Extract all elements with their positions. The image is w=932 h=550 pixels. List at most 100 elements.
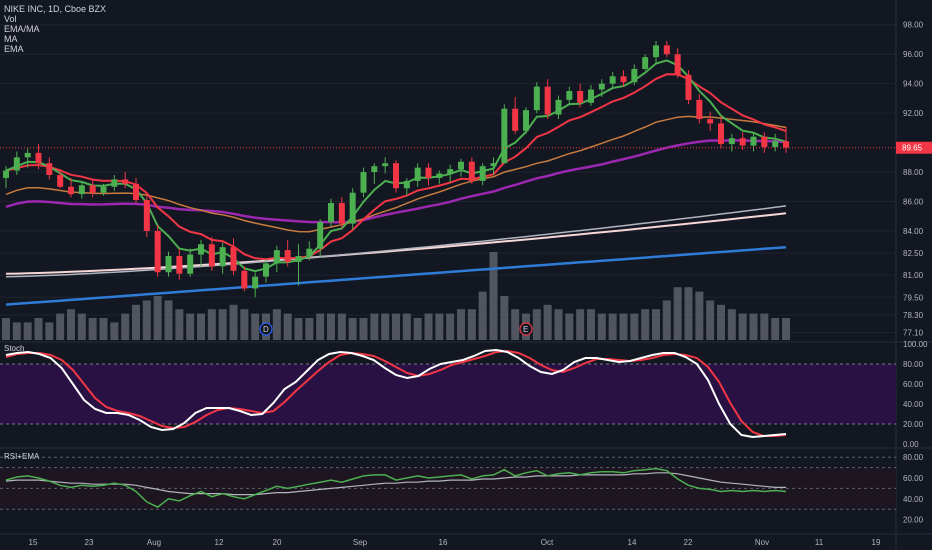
current-price-label: 89.65 [902,144,923,153]
volume-bar [77,313,86,340]
candle-body [425,167,432,178]
candle-body [523,110,529,131]
candle-body [718,123,724,145]
candle-body [165,256,172,273]
volume-bar [142,300,151,340]
volume-bar [543,304,552,340]
legend-ma[interactable]: MA [4,34,18,44]
candle-body [230,247,237,271]
price-tick-label: 96.00 [903,50,924,59]
volume-bar [695,291,704,340]
volume-bar [576,309,585,340]
time-tick-label: Sep [353,538,368,547]
volume-bar [12,322,21,340]
volume-bar [316,313,325,340]
price-tick-label: 86.00 [903,198,924,207]
volume-bar [565,313,574,340]
candle-body [479,166,486,181]
candle-body [783,141,789,148]
legend-ema-ma[interactable]: EMA/MA [4,24,40,34]
price-tick-label: 84.00 [903,227,924,236]
time-tick-label: 12 [215,538,224,547]
rsi-tick-label: 80.00 [903,453,924,462]
stoch-band [0,364,896,424]
candle-body [533,86,540,111]
volume-bar [554,309,563,340]
volume-bar [597,313,606,340]
volume-bar [760,313,769,340]
candle-body [728,138,735,145]
volume-bar [99,318,108,340]
candle-body [143,200,150,231]
price-tick-label: 78.30 [903,311,924,320]
volume-bar [132,304,140,340]
candle-body [78,185,85,195]
ma-gray-line [5,205,787,278]
candle-body [393,163,399,189]
rsi-tick-label: 40.00 [903,495,924,504]
candle-body [57,175,64,187]
volume-bar [706,300,715,340]
time-tick-label: 16 [439,538,448,547]
candle-body [696,99,703,120]
candle-body [588,89,594,103]
stoch-tick-label: 20.00 [903,420,924,429]
candle-body [739,138,746,146]
legend-ema[interactable]: EMA [4,44,24,54]
volume-bar [164,300,173,340]
stoch-tick-label: 100.00 [903,340,928,349]
candle-body [544,86,551,115]
volume-bar [110,322,119,340]
volume-bar [2,318,10,340]
volume-bar [240,309,249,340]
time-tick-label: 20 [273,538,282,547]
volume-bar [197,313,205,340]
time-tick-label: 22 [684,538,693,547]
volume-bar [218,309,227,340]
price-tick-label: 82.50 [903,249,924,258]
volume-bar [652,309,660,340]
candle-body [317,222,324,249]
candle-body [436,173,443,178]
candle-body [263,263,269,277]
price-tick-label: 92.00 [903,109,924,118]
candle-body [176,256,183,274]
earnings-event-marker [519,322,533,336]
candle-body [241,270,248,289]
ma-pink-line [5,212,787,275]
volume-bar [34,318,43,340]
price-tick-label: 81.00 [903,271,924,280]
volume-bar [153,296,162,340]
rsi-tick-label: 20.00 [903,516,924,525]
rsi-label[interactable]: RSI+EMA [4,452,40,461]
time-tick-label: 15 [29,538,38,547]
candle-body [338,202,345,224]
symbol-title[interactable]: NIKE INC, 1D, Cboe BZX [4,4,107,14]
candle-body [447,169,454,174]
volume-bar [56,313,65,340]
volume-bar [641,309,650,340]
time-tick-label: Oct [541,538,554,547]
rsi-line [5,467,787,508]
candle-body [187,254,194,274]
candle-body [490,163,497,167]
volume-bar [424,313,433,340]
stoch-tick-label: 40.00 [903,400,924,409]
volume-bar [392,313,400,340]
volume-bar [446,313,455,340]
ma-purple-line [5,139,787,224]
candle-body [13,157,20,171]
volume-bar [175,309,184,340]
candle-body [414,167,421,181]
candle-body [458,161,464,170]
candle-body [555,99,562,115]
stoch-label[interactable]: Stoch [4,344,25,353]
candle-body [198,244,204,255]
candle-body [306,248,313,257]
volume-bar [283,313,292,340]
candle-body [35,152,42,164]
legend-vol[interactable]: Vol [4,14,17,24]
candle-body [403,180,410,189]
candle-body [284,250,291,262]
